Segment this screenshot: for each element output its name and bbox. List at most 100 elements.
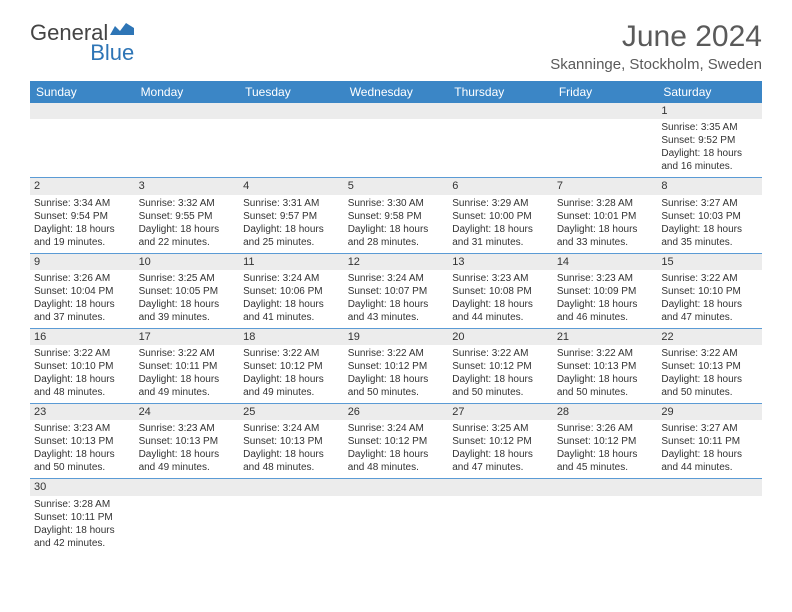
calendar-cell: 17Sunrise: 3:22 AMSunset: 10:11 PMDaylig… xyxy=(135,328,240,403)
sunrise-text: Sunrise: 3:22 AM xyxy=(661,272,758,285)
day-details: Sunrise: 3:22 AMSunset: 10:10 PMDaylight… xyxy=(34,347,131,399)
daylight-text: Daylight: 18 hours and 45 minutes. xyxy=(557,448,654,474)
calendar-cell: 24Sunrise: 3:23 AMSunset: 10:13 PMDaylig… xyxy=(135,404,240,479)
day-number: 2 xyxy=(30,178,135,194)
daylight-text: Daylight: 18 hours and 33 minutes. xyxy=(557,223,654,249)
sunset-text: Sunset: 10:13 PM xyxy=(661,360,758,373)
sunrise-text: Sunrise: 3:23 AM xyxy=(557,272,654,285)
calendar-cell: 22Sunrise: 3:22 AMSunset: 10:13 PMDaylig… xyxy=(657,328,762,403)
day-header-row: Sunday Monday Tuesday Wednesday Thursday… xyxy=(30,81,762,103)
day-number: 15 xyxy=(657,254,762,270)
day-number: 20 xyxy=(448,329,553,345)
day-number: 29 xyxy=(657,404,762,420)
sunset-text: Sunset: 10:04 PM xyxy=(34,285,131,298)
calendar-row: 23Sunrise: 3:23 AMSunset: 10:13 PMDaylig… xyxy=(30,404,762,479)
sunset-text: Sunset: 10:06 PM xyxy=(243,285,340,298)
day-number-empty xyxy=(344,103,449,119)
day-number-empty xyxy=(448,479,553,495)
calendar-cell: 3Sunrise: 3:32 AMSunset: 9:55 PMDaylight… xyxy=(135,178,240,253)
daylight-text: Daylight: 18 hours and 49 minutes. xyxy=(139,373,236,399)
daylight-text: Daylight: 18 hours and 48 minutes. xyxy=(243,448,340,474)
sunset-text: Sunset: 10:12 PM xyxy=(348,360,445,373)
sunrise-text: Sunrise: 3:29 AM xyxy=(452,197,549,210)
day-details: Sunrise: 3:24 AMSunset: 10:13 PMDaylight… xyxy=(243,422,340,474)
day-number: 12 xyxy=(344,254,449,270)
day-details: Sunrise: 3:22 AMSunset: 10:10 PMDaylight… xyxy=(661,272,758,324)
day-details: Sunrise: 3:23 AMSunset: 10:13 PMDaylight… xyxy=(139,422,236,474)
sunrise-text: Sunrise: 3:27 AM xyxy=(661,197,758,210)
calendar-cell: 14Sunrise: 3:23 AMSunset: 10:09 PMDaylig… xyxy=(553,253,658,328)
daylight-text: Daylight: 18 hours and 44 minutes. xyxy=(661,448,758,474)
day-details: Sunrise: 3:28 AMSunset: 10:11 PMDaylight… xyxy=(34,498,131,550)
day-details: Sunrise: 3:23 AMSunset: 10:13 PMDaylight… xyxy=(34,422,131,474)
sunrise-text: Sunrise: 3:22 AM xyxy=(348,347,445,360)
title-block: June 2024 Skanninge, Stockholm, Sweden xyxy=(550,20,762,73)
sunset-text: Sunset: 10:13 PM xyxy=(557,360,654,373)
day-number-empty xyxy=(344,479,449,495)
day-details: Sunrise: 3:26 AMSunset: 10:04 PMDaylight… xyxy=(34,272,131,324)
calendar-cell: 23Sunrise: 3:23 AMSunset: 10:13 PMDaylig… xyxy=(30,404,135,479)
sunrise-text: Sunrise: 3:22 AM xyxy=(34,347,131,360)
calendar-cell: 5Sunrise: 3:30 AMSunset: 9:58 PMDaylight… xyxy=(344,178,449,253)
daylight-text: Daylight: 18 hours and 41 minutes. xyxy=(243,298,340,324)
sunrise-text: Sunrise: 3:23 AM xyxy=(452,272,549,285)
calendar-cell: 29 Sunrise: 3:27 AMSunset: 10:11 PMDaylig… xyxy=(657,404,762,479)
day-details: Sunrise: 3:24 AMSunset: 10:06 PMDaylight… xyxy=(243,272,340,324)
day-number: 25 xyxy=(239,404,344,420)
sunrise-text: Sunrise: 3:34 AM xyxy=(34,197,131,210)
header: General Blue June 2024 Skanninge, Stockh… xyxy=(30,20,762,73)
day-details: Sunrise: 3:27 AMSunset: 10:11 PMDaylight… xyxy=(661,422,758,474)
day-number-empty xyxy=(135,103,240,119)
daylight-text: Daylight: 18 hours and 25 minutes. xyxy=(243,223,340,249)
daylight-text: Daylight: 18 hours and 31 minutes. xyxy=(452,223,549,249)
day-number-empty xyxy=(553,103,658,119)
sunset-text: Sunset: 10:12 PM xyxy=(348,435,445,448)
calendar-cell xyxy=(135,479,240,554)
sunset-text: Sunset: 10:05 PM xyxy=(139,285,236,298)
daylight-text: Daylight: 18 hours and 47 minutes. xyxy=(661,298,758,324)
day-details: Sunrise: 3:29 AMSunset: 10:00 PMDaylight… xyxy=(452,197,549,249)
day-details: Sunrise: 3:30 AMSunset: 9:58 PMDaylight:… xyxy=(348,197,445,249)
day-number-empty xyxy=(448,103,553,119)
sunrise-text: Sunrise: 3:22 AM xyxy=(139,347,236,360)
sunset-text: Sunset: 10:12 PM xyxy=(557,435,654,448)
day-number: 6 xyxy=(448,178,553,194)
sunset-text: Sunset: 10:11 PM xyxy=(139,360,236,373)
daylight-text: Daylight: 18 hours and 50 minutes. xyxy=(661,373,758,399)
day-details: Sunrise: 3:27 AMSunset: 10:03 PMDaylight… xyxy=(661,197,758,249)
calendar-row: 30Sunrise: 3:28 AMSunset: 10:11 PMDaylig… xyxy=(30,479,762,554)
day-details: Sunrise: 3:22 AMSunset: 10:12 PMDaylight… xyxy=(348,347,445,399)
sunrise-text: Sunrise: 3:32 AM xyxy=(139,197,236,210)
day-number: 13 xyxy=(448,254,553,270)
day-details: Sunrise: 3:22 AMSunset: 10:13 PMDaylight… xyxy=(557,347,654,399)
daylight-text: Daylight: 18 hours and 49 minutes. xyxy=(243,373,340,399)
calendar-cell: 4Sunrise: 3:31 AMSunset: 9:57 PMDaylight… xyxy=(239,178,344,253)
sunset-text: Sunset: 10:09 PM xyxy=(557,285,654,298)
day-header: Thursday xyxy=(448,81,553,103)
sunset-text: Sunset: 9:54 PM xyxy=(34,210,131,223)
sunrise-text: Sunrise: 3:26 AM xyxy=(557,422,654,435)
calendar-cell: 15 Sunrise: 3:22 AMSunset: 10:10 PMDaylig… xyxy=(657,253,762,328)
calendar-row: 1Sunrise: 3:35 AMSunset: 9:52 PMDaylight… xyxy=(30,103,762,178)
sunrise-text: Sunrise: 3:25 AM xyxy=(452,422,549,435)
day-header: Friday xyxy=(553,81,658,103)
day-details: Sunrise: 3:25 AMSunset: 10:12 PMDaylight… xyxy=(452,422,549,474)
month-title: June 2024 xyxy=(550,20,762,54)
daylight-text: Daylight: 18 hours and 48 minutes. xyxy=(348,448,445,474)
calendar-cell: 13Sunrise: 3:23 AMSunset: 10:08 PMDaylig… xyxy=(448,253,553,328)
sunrise-text: Sunrise: 3:24 AM xyxy=(243,272,340,285)
sunset-text: Sunset: 9:58 PM xyxy=(348,210,445,223)
sunset-text: Sunset: 10:07 PM xyxy=(348,285,445,298)
calendar-cell: 21Sunrise: 3:22 AMSunset: 10:13 PMDaylig… xyxy=(553,328,658,403)
calendar-cell: 25 Sunrise: 3:24 AMSunset: 10:13 PMDaylig… xyxy=(239,404,344,479)
daylight-text: Daylight: 18 hours and 50 minutes. xyxy=(34,448,131,474)
daylight-text: Daylight: 18 hours and 50 minutes. xyxy=(348,373,445,399)
sunrise-text: Sunrise: 3:24 AM xyxy=(348,272,445,285)
daylight-text: Daylight: 18 hours and 22 minutes. xyxy=(139,223,236,249)
daylight-text: Daylight: 18 hours and 28 minutes. xyxy=(348,223,445,249)
day-header: Sunday xyxy=(30,81,135,103)
sunrise-text: Sunrise: 3:31 AM xyxy=(243,197,340,210)
calendar-cell: 26Sunrise: 3:24 AMSunset: 10:12 PMDaylig… xyxy=(344,404,449,479)
sunset-text: Sunset: 10:11 PM xyxy=(34,511,131,524)
sunrise-text: Sunrise: 3:26 AM xyxy=(34,272,131,285)
